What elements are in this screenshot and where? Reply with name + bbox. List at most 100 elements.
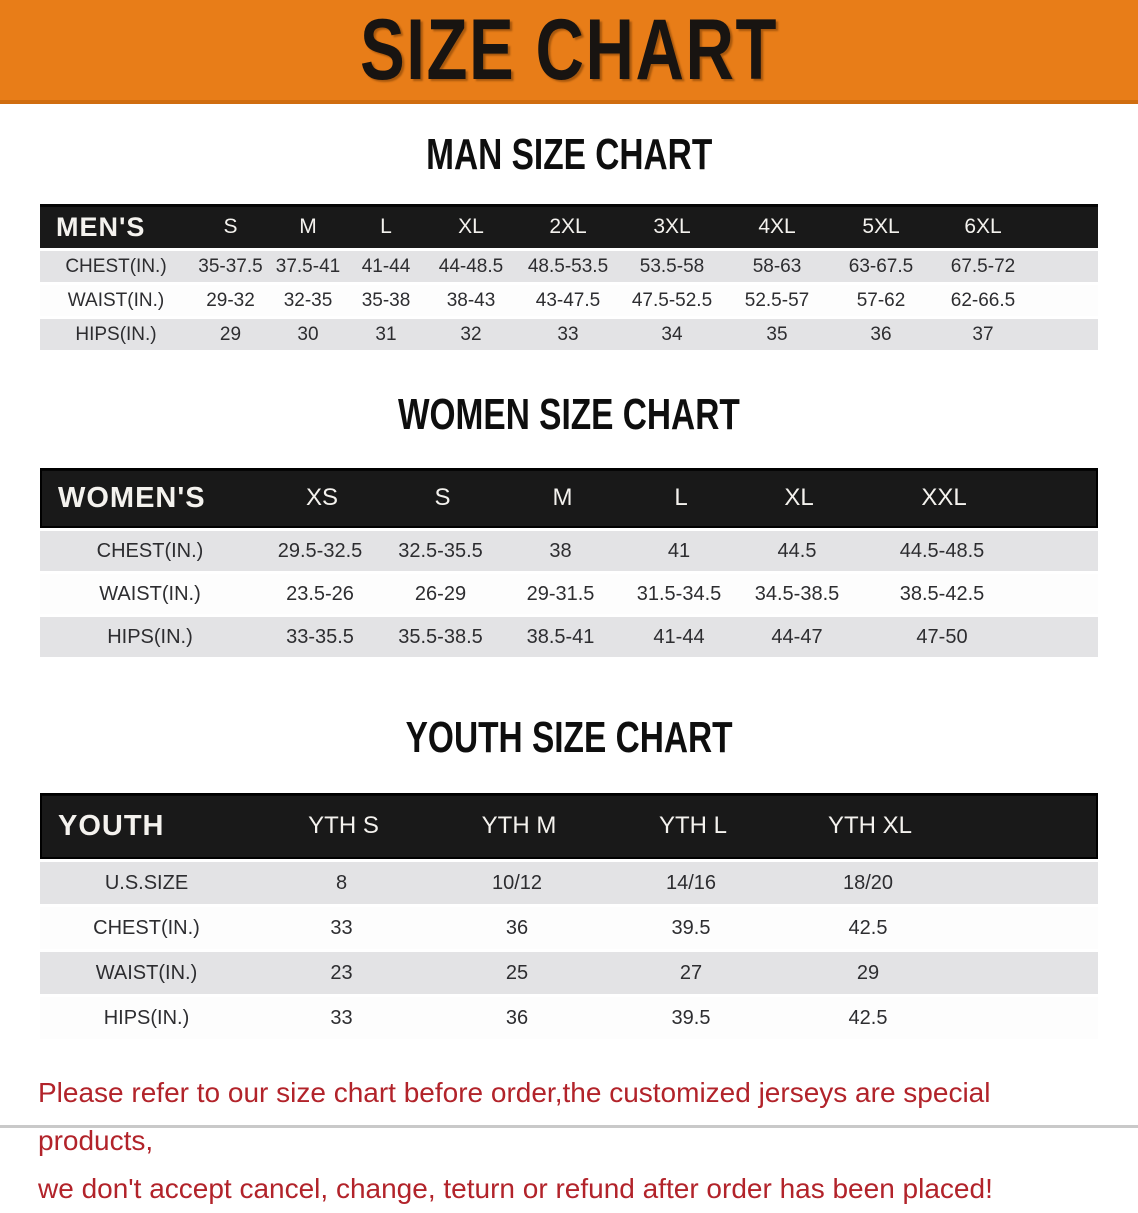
table-cell: 36 <box>505 1006 529 1029</box>
table-cell: 33 <box>330 916 353 939</box>
table-header-row: WOMEN'S XS S M L XL XXL <box>40 468 1098 528</box>
table-cell: 52.5-57 <box>744 289 810 311</box>
table-cell: 42.5 <box>848 916 888 939</box>
table-cell: 41-44 <box>361 255 411 277</box>
column-header: YTH L <box>658 812 727 839</box>
table-cell: 58-63 <box>752 255 802 277</box>
women-size-table: WOMEN'S XS S M L XL XXL CHEST(IN.) 29.5-32.5 32.5… <box>40 468 1098 657</box>
table-row: U.S.SIZE 8 10/12 14/16 18/20 <box>40 862 1098 904</box>
row-label: HIPS(IN.) <box>75 323 157 345</box>
table-header-row: MEN'S S M L XL 2XL 3XL 4XL 5XL 6XL <box>40 204 1098 248</box>
table-cell: 44-48.5 <box>438 255 504 277</box>
column-header: YTH M <box>481 812 557 839</box>
column-header: S <box>223 215 238 238</box>
row-label: WAIST(IN.) <box>67 289 165 311</box>
column-header: L <box>380 215 392 238</box>
table-cell: 48.5-53.5 <box>527 255 609 277</box>
table-cell: 33 <box>330 1006 353 1029</box>
man-size-heading-text: MAN SIZE CHART <box>425 130 713 179</box>
table-cell: 31.5-34.5 <box>636 582 722 605</box>
row-label: CHEST(IN.) <box>96 539 204 562</box>
table-cell: 44.5-48.5 <box>899 539 985 562</box>
table-row: HIPS(IN.) 33 36 39.5 42.5 <box>40 997 1098 1039</box>
table-cell: 32.5-35.5 <box>398 539 483 562</box>
table-cell: 63-67.5 <box>848 255 914 277</box>
table-cell: 39.5 <box>671 1006 711 1029</box>
table-header-label: WOMEN'S <box>58 481 206 514</box>
table-row: CHEST(IN.) 35-37.5 37.5-41 41-44 44-48.5 48.5… <box>40 251 1098 282</box>
table-cell: 27 <box>679 961 703 984</box>
column-header: 5XL <box>862 215 900 238</box>
table-cell: 18/20 <box>842 871 894 894</box>
table-cell: 38-43 <box>446 289 496 311</box>
table-cell: 35-38 <box>361 289 411 311</box>
table-cell: 47.5-52.5 <box>631 289 713 311</box>
table-cell: 8 <box>335 871 348 894</box>
table-cell: 53.5-58 <box>639 255 705 277</box>
table-cell: 29.5-32.5 <box>277 539 363 562</box>
row-label: WAIST(IN.) <box>99 582 201 605</box>
table-cell: 32 <box>460 323 482 345</box>
column-header: M <box>299 215 317 238</box>
column-header: XL <box>458 215 484 238</box>
table-row: WAIST(IN.) 23.5-26 26-29 29-31.5 31.5-34.5 34… <box>40 574 1098 614</box>
table-cell: 41-44 <box>653 625 705 648</box>
table-cell: 26-29 <box>414 582 467 605</box>
youth-size-section: YOUTH SIZE CHART YOUTH YTH S YTH M YTH L YTH… <box>0 657 1138 1039</box>
table-cell: 43-47.5 <box>535 289 601 311</box>
column-header: L <box>674 484 688 511</box>
table-cell: 30 <box>297 323 319 345</box>
column-header: YTH S <box>308 812 379 839</box>
table-cell: 44-47 <box>771 625 823 648</box>
table-row: HIPS(IN.) 33-35.5 35.5-38.5 38.5-41 41-44 44-… <box>40 617 1098 657</box>
banner-title: SIZE CHART <box>359 1 779 98</box>
table-row: WAIST(IN.) 23 25 27 29 <box>40 952 1098 994</box>
table-cell: 39.5 <box>671 916 711 939</box>
table-cell: 34 <box>661 323 683 345</box>
size-chart-banner: SIZE CHART <box>0 0 1138 104</box>
column-header: 2XL <box>549 215 587 238</box>
table-cell: 25 <box>505 961 529 984</box>
row-label: CHEST(IN.) <box>65 255 167 277</box>
bottom-edge-divider <box>0 1125 1138 1128</box>
table-cell: 38.5-41 <box>526 625 595 648</box>
table-cell: 38 <box>549 539 572 562</box>
disclaimer-line-2: we don't accept cancel, change, teturn o… <box>38 1173 993 1205</box>
table-cell: 29-32 <box>206 289 255 311</box>
man-size-heading: MAN SIZE CHART <box>0 104 1138 204</box>
table-cell: 36 <box>505 916 529 939</box>
table-cell: 33 <box>557 323 579 345</box>
table-cell: 37 <box>972 323 994 345</box>
men-size-table: MEN'S S M L XL 2XL 3XL 4XL 5XL 6XL CHEST(IN.) 35-37… <box>40 204 1098 350</box>
table-cell: 44.5 <box>777 539 817 562</box>
table-cell: 23 <box>330 961 353 984</box>
youth-size-heading-text: YOUTH SIZE CHART <box>405 713 733 762</box>
table-header-label: MEN'S <box>56 211 146 242</box>
column-header: S <box>434 484 451 511</box>
table-cell: 62-66.5 <box>950 289 1016 311</box>
disclaimer-line-1: Please refer to our size chart before or… <box>38 1077 991 1157</box>
column-header: XL <box>784 484 814 511</box>
women-size-section: WOMEN SIZE CHART WOMEN'S XS S M L XL XXL CHEST(… <box>0 350 1138 657</box>
table-cell: 67.5-72 <box>950 255 1016 277</box>
table-cell: 38.5-42.5 <box>899 582 985 605</box>
table-cell: 10/12 <box>491 871 543 894</box>
youth-size-heading: YOUTH SIZE CHART <box>0 657 1138 793</box>
table-row: CHEST(IN.) 33 36 39.5 42.5 <box>40 907 1098 949</box>
column-header: XXL <box>921 484 967 511</box>
table-row: WAIST(IN.) 29-32 32-35 35-38 38-43 43-47.5 47.… <box>40 285 1098 316</box>
table-cell: 35.5-38.5 <box>398 625 483 648</box>
table-cell: 42.5 <box>848 1006 888 1029</box>
man-size-section: MAN SIZE CHART MEN'S S M L XL 2XL 3XL 4XL 5XL 6XL… <box>0 104 1138 350</box>
table-cell: 29 <box>856 961 880 984</box>
row-label: WAIST(IN.) <box>95 961 198 984</box>
row-label: U.S.SIZE <box>104 871 189 894</box>
table-cell: 29 <box>219 323 242 345</box>
column-header: 3XL <box>653 215 691 238</box>
table-row: CHEST(IN.) 29.5-32.5 32.5-35.5 38 41 44.5 44.5… <box>40 531 1098 571</box>
table-cell: 29-31.5 <box>526 582 595 605</box>
table-cell: 35 <box>766 323 788 345</box>
row-label: CHEST(IN.) <box>93 916 200 939</box>
women-size-heading-text: WOMEN SIZE CHART <box>398 390 740 439</box>
table-cell: 36 <box>870 323 892 345</box>
